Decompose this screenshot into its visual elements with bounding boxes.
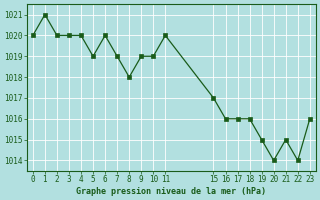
X-axis label: Graphe pression niveau de la mer (hPa): Graphe pression niveau de la mer (hPa)	[76, 187, 266, 196]
